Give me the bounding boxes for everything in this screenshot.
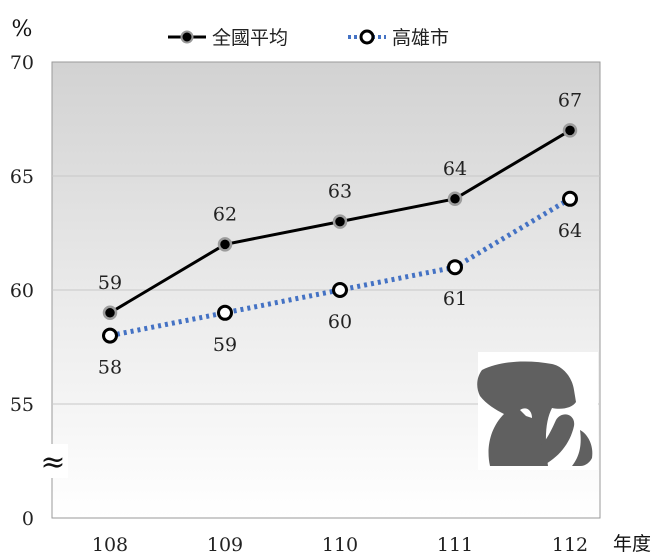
data-label: 63 bbox=[328, 181, 352, 203]
axis-break-symbol: ≈ bbox=[40, 445, 65, 480]
x-axis-label: 年度 bbox=[613, 533, 651, 555]
data-point bbox=[332, 282, 348, 298]
data-point bbox=[217, 237, 233, 252]
data-label: 67 bbox=[558, 89, 582, 111]
series-line-1 bbox=[109, 196, 572, 339]
data-point bbox=[562, 190, 578, 207]
data-point bbox=[102, 305, 118, 321]
data-label: 61 bbox=[443, 288, 467, 310]
data-label: 64 bbox=[558, 220, 582, 242]
data-label: 62 bbox=[213, 203, 237, 225]
data-label: 60 bbox=[328, 311, 352, 333]
y-tick-label: 55 bbox=[10, 394, 34, 416]
y-tick-label: 0 bbox=[22, 508, 34, 530]
y-tick-label: 60 bbox=[10, 280, 34, 302]
data-label: 59 bbox=[213, 334, 237, 356]
legend-label-national: 全國平均 bbox=[212, 27, 288, 49]
data-point bbox=[102, 327, 118, 344]
data-point bbox=[332, 214, 348, 229]
y-tick-label: 70 bbox=[10, 52, 34, 74]
x-tick-label: 111 bbox=[437, 534, 473, 556]
x-tick-label: 108 bbox=[92, 534, 128, 556]
legend: 全國平均 高雄市 bbox=[168, 27, 449, 49]
data-label: 64 bbox=[443, 158, 467, 180]
data-point bbox=[447, 259, 463, 276]
legend-swatch-kaohsiung-marker bbox=[359, 29, 375, 45]
data-labels: 59 62 63 64 67 58 59 60 61 64 bbox=[98, 89, 582, 378]
legend-swatch-national-marker bbox=[180, 30, 194, 44]
data-label: 58 bbox=[98, 357, 122, 379]
series-layer bbox=[102, 123, 578, 344]
x-axis-ticks: 108 109 110 111 112 bbox=[92, 534, 588, 556]
y-axis-label: % bbox=[12, 17, 33, 42]
data-point bbox=[217, 304, 233, 321]
data-point bbox=[562, 123, 578, 138]
x-tick-label: 112 bbox=[552, 534, 588, 556]
data-label: 59 bbox=[98, 272, 122, 294]
dog-and-cat-silhouette-icon bbox=[477, 352, 598, 470]
x-tick-label: 110 bbox=[322, 534, 358, 556]
legend-label-kaohsiung: 高雄市 bbox=[392, 27, 449, 49]
data-point bbox=[447, 191, 463, 207]
y-tick-label: 65 bbox=[10, 166, 34, 188]
y-axis-ticks: 0 55 60 65 70 bbox=[10, 52, 34, 530]
axis-break bbox=[40, 444, 68, 478]
x-tick-label: 109 bbox=[207, 534, 243, 556]
